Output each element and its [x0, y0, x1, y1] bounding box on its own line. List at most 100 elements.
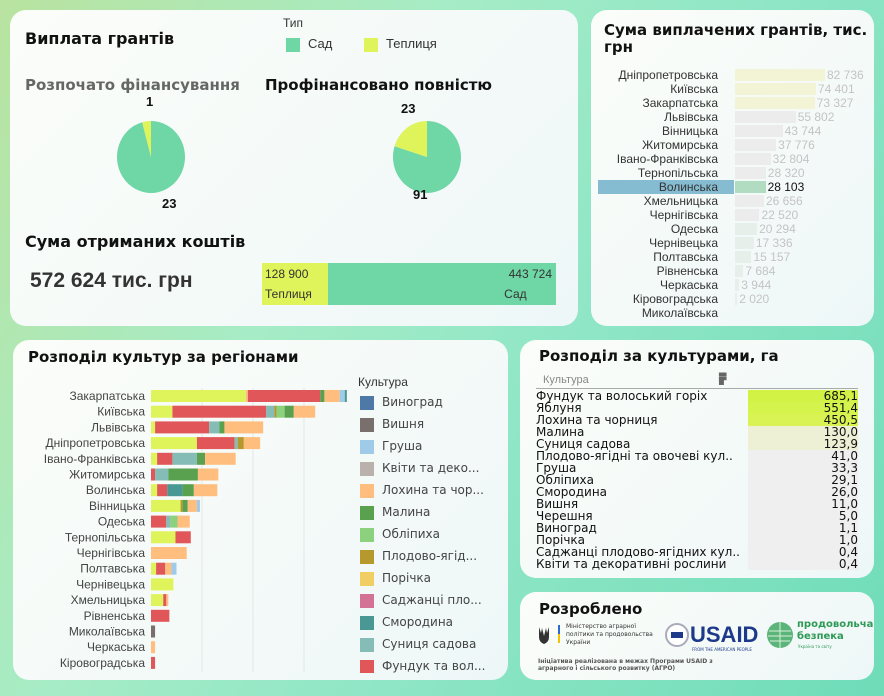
table-row[interactable]: Обліпиха 29,1	[536, 474, 858, 486]
paid-row[interactable]: Волинська 28 103	[591, 180, 874, 194]
paid-bar[interactable]	[735, 251, 752, 263]
table-row[interactable]: Саджанці плодово-ягідних кул.. 0,4	[536, 546, 858, 558]
bar-segment-Суниця[interactable]	[172, 452, 197, 465]
bar-segment-Фундук[interactable]	[151, 515, 167, 528]
bar-segment-Вишня[interactable]	[151, 625, 156, 638]
paid-bar[interactable]	[735, 223, 758, 235]
paid-bar[interactable]	[735, 195, 764, 207]
bar-segment-Лохина[interactable]	[224, 421, 264, 434]
bar-segment-Яблуня[interactable]	[151, 421, 156, 434]
bar-segment-Яблуня[interactable]	[151, 390, 246, 402]
bar-segment-Яблуня[interactable]	[151, 578, 174, 591]
paid-row[interactable]: Черкаська 3 944	[591, 278, 874, 292]
crop-legend-item[interactable]: Смородина	[360, 615, 453, 630]
bar-segment-Лохина[interactable]	[324, 390, 340, 402]
bar-segment-Лохина[interactable]	[293, 405, 316, 418]
bar-segment-Яблуня[interactable]	[151, 499, 181, 512]
bar-segment-Груша[interactable]	[196, 499, 200, 512]
table-row[interactable]: Плодово-ягідні та овочеві кул.. 41,0	[536, 450, 858, 462]
crop-legend-item[interactable]: Малина	[360, 505, 430, 520]
paid-row[interactable]: Житомирська 37 776	[591, 138, 874, 152]
crop-legend-item[interactable]: Виноград	[360, 395, 443, 410]
bar-segment-Яблуня[interactable]	[151, 437, 197, 450]
paid-row[interactable]: Вінницька 43 744	[591, 124, 874, 138]
bar-segment-Груша[interactable]	[339, 390, 345, 402]
table-row[interactable]: Яблуня 551,4	[536, 402, 858, 414]
bar-segment-Яблуня[interactable]	[151, 531, 176, 544]
bar-segment-Лохина[interactable]	[187, 499, 197, 512]
bar-segment-Фундук[interactable]	[151, 468, 156, 481]
bar-segment-Лохина[interactable]	[243, 437, 261, 450]
bar-segment-Фундук[interactable]	[157, 452, 173, 465]
crop-legend-item[interactable]: Суниця садова	[360, 637, 476, 652]
bar-segment-Фундук[interactable]	[157, 484, 168, 497]
table-row[interactable]: Квіти та декоративні рослини 0,4	[536, 558, 858, 570]
table-row[interactable]: Черешня 5,0	[536, 510, 858, 522]
bar-segment-Груша[interactable]	[171, 562, 177, 575]
crop-legend-item[interactable]: Обліпиха	[360, 527, 440, 542]
paid-row[interactable]: Рівненська 7 684	[591, 264, 874, 278]
bar-segment-Яблуня[interactable]	[151, 452, 158, 465]
bar-segment-Малина[interactable]	[182, 499, 188, 512]
paid-bar[interactable]	[735, 125, 783, 137]
paid-bar[interactable]	[735, 69, 825, 81]
bar-segment-Малина[interactable]	[284, 405, 294, 418]
bar-segment-Суниця[interactable]	[209, 421, 220, 434]
bar-segment-Лохина[interactable]	[205, 452, 236, 465]
crop-legend-item[interactable]: Порічка	[360, 571, 431, 586]
paid-bar[interactable]	[735, 153, 771, 165]
bar-segment-Яблуня[interactable]	[151, 484, 158, 497]
bar-segment-Обліпиха[interactable]	[276, 405, 285, 418]
pie-full[interactable]	[392, 120, 462, 194]
bar-segment-Суниця[interactable]	[234, 437, 238, 450]
paid-bar[interactable]	[735, 293, 738, 305]
bar-segment-Фундук[interactable]	[156, 562, 166, 575]
paid-bar[interactable]	[735, 237, 754, 249]
bar-segment-Обліпиха[interactable]	[170, 515, 178, 528]
paid-row[interactable]: Хмельницька 26 656	[591, 194, 874, 208]
paid-row[interactable]: Дніпропетровська 82 736	[591, 68, 874, 82]
paid-bar[interactable]	[735, 97, 815, 109]
paid-bar[interactable]	[735, 167, 766, 179]
paid-bar[interactable]	[735, 111, 796, 123]
bar-segment-Лохина[interactable]	[177, 515, 190, 528]
bar-segment-Малина[interactable]	[219, 421, 225, 434]
paid-bar[interactable]	[735, 265, 744, 277]
bar-segment-Смородина[interactable]	[344, 390, 347, 402]
table-row[interactable]: Малина 130,0	[536, 426, 858, 438]
pie-slice-teplytsia[interactable]	[142, 121, 151, 157]
bar-segment-Лохина[interactable]	[151, 641, 156, 654]
bar-segment-Фундук[interactable]	[196, 437, 235, 450]
paid-row[interactable]: Одеська 20 294	[591, 222, 874, 236]
bar-segment-Малина[interactable]	[320, 390, 325, 402]
split-bar[interactable]: 128 900 Теплиця 443 724 Сад	[262, 263, 556, 305]
paid-row[interactable]: Миколаївська	[591, 306, 874, 320]
table-row[interactable]: Смородина 26,0	[536, 486, 858, 498]
bar-segment-Смородина[interactable]	[167, 484, 183, 497]
bar-segment-Фундук[interactable]	[172, 405, 267, 418]
bar-segment-Лохина[interactable]	[166, 594, 169, 607]
table-row[interactable]: Суниця садова 123,9	[536, 438, 858, 450]
paid-row[interactable]: Київська 74 401	[591, 82, 874, 96]
paid-bar[interactable]	[735, 83, 816, 95]
bar-segment-Лохина[interactable]	[193, 484, 218, 497]
bar-segment-Малина[interactable]	[182, 484, 194, 497]
crop-legend-item[interactable]: Фундук та вол...	[360, 659, 485, 673]
paid-row[interactable]: Львівська 55 802	[591, 110, 874, 124]
pie-started[interactable]	[116, 120, 186, 194]
bar-segment-Суниця[interactable]	[166, 515, 171, 528]
bar-segment-Фундук[interactable]	[163, 594, 167, 607]
sort-icon[interactable]: ▬ ▬ ▪	[718, 369, 728, 388]
table-row[interactable]: Груша 33,3	[536, 462, 858, 474]
table-row[interactable]: Порічка 1,0	[536, 534, 858, 546]
table-row[interactable]: Виноград 1,1	[536, 522, 858, 534]
bar-segment-Малина[interactable]	[168, 468, 198, 481]
crop-legend-item[interactable]: Лохина та чор...	[360, 483, 484, 498]
paid-bar[interactable]	[735, 181, 766, 193]
table-row[interactable]: Фундук та волоський горіх 685,1	[536, 390, 858, 402]
bar-segment-Фундук[interactable]	[175, 531, 191, 544]
paid-row[interactable]: Закарпатська 73 327	[591, 96, 874, 110]
bar-segment-Лохина[interactable]	[197, 468, 219, 481]
paid-bar[interactable]	[735, 279, 740, 291]
paid-row[interactable]: Тернопільська 28 320	[591, 166, 874, 180]
